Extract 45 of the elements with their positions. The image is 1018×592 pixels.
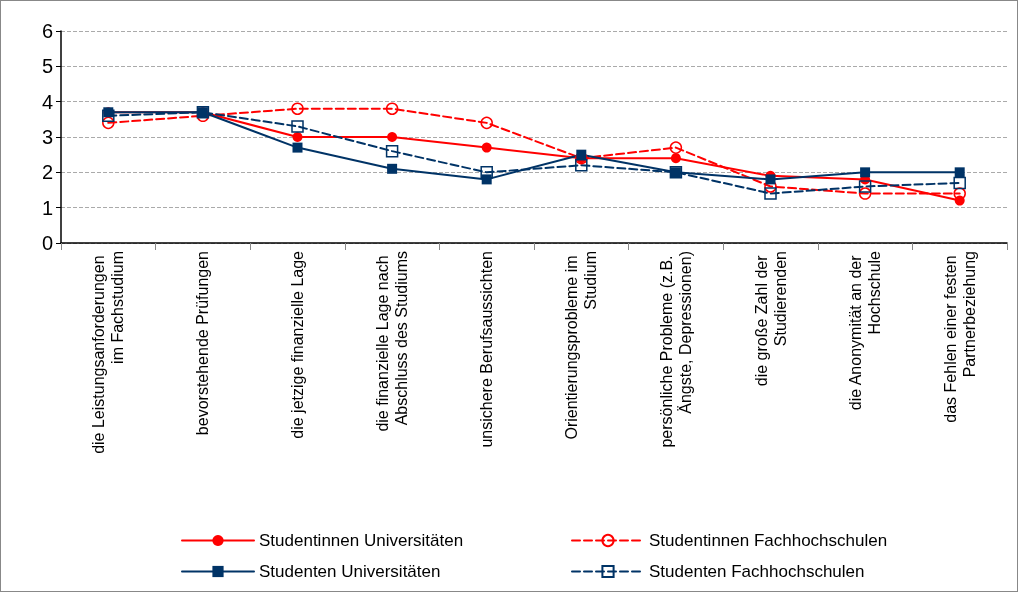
point <box>481 142 492 153</box>
x-tick-label: die große Zahl der Studierenden <box>752 251 789 387</box>
x-tick-label: die Anonymität an der Hochschule <box>847 250 884 411</box>
x-tick-label: die finanzielle Lage nach Abschluss des Studiums <box>374 251 411 432</box>
point <box>764 187 777 200</box>
point <box>480 116 493 130</box>
point <box>387 163 398 174</box>
x-tick-label: bevorstehende Prüfungen <box>194 251 212 436</box>
legend-label: Studentinnen Fachhochschulen <box>649 531 888 550</box>
point <box>858 187 872 200</box>
point <box>480 166 493 179</box>
x-tick-label: die Leistungsanforderungen im Fachstudium <box>90 251 127 454</box>
y-tick-label: 5 <box>41 55 53 78</box>
point <box>670 153 681 164</box>
point <box>387 132 398 142</box>
point <box>575 159 588 172</box>
point <box>102 109 115 123</box>
x-tick-label: Orientierungsprobleme im Studium <box>563 251 600 440</box>
x-tick-label: persönliche Probleme (z.B. Ängste, Depressionen) <box>657 251 694 448</box>
x-tick-label: die jetzige finanzielle Lage <box>289 250 306 439</box>
y-tick-label: 2 <box>41 161 53 184</box>
legend-label: Studentinnen Universitäten <box>259 531 464 550</box>
point <box>576 149 587 160</box>
y-tick-label: 1 <box>41 196 53 219</box>
point <box>291 120 304 133</box>
x-tick-label: unsichere Berufsaussichten <box>478 251 496 448</box>
x-tick-label: das Fehlen einer festen Partnerbeziehung <box>941 251 978 423</box>
point <box>385 102 399 115</box>
y-tick-label: 6 <box>41 20 53 42</box>
legend-label: Studenten Fachhochschulen <box>649 562 865 581</box>
point <box>765 174 776 185</box>
y-tick-label: 3 <box>41 126 53 148</box>
point <box>954 167 965 178</box>
y-tick-label: 0 <box>41 232 53 254</box>
point <box>292 142 303 153</box>
point <box>102 116 115 130</box>
point <box>669 141 683 154</box>
point <box>953 176 966 190</box>
point <box>858 180 872 193</box>
point <box>291 102 304 115</box>
point <box>292 132 303 142</box>
y-tick-label: 4 <box>41 90 53 113</box>
point <box>385 144 399 158</box>
point <box>860 167 871 178</box>
legend-label: Studenten Universitäten <box>259 562 441 581</box>
